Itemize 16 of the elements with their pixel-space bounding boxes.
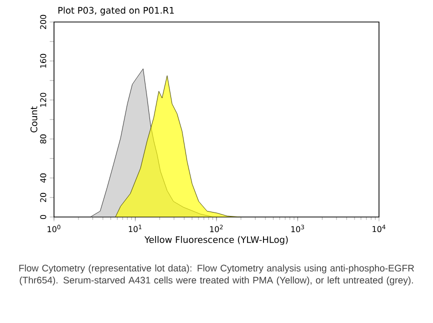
chart-title: Plot P03, gated on P01.R1 — [58, 6, 174, 16]
y-tick-label: 20 — [40, 192, 46, 202]
x-tick-label: 10$^{3}$ — [291, 224, 304, 232]
y-tick-label: 120 — [40, 92, 46, 107]
y-tick-label: 0 — [40, 214, 46, 219]
x-tick-label: 10$^{1}$ — [128, 224, 142, 232]
x-tick-label: 10$^{2}$ — [210, 224, 223, 232]
y-tick-label: 200 — [40, 14, 46, 30]
x-axis-title: Yellow Fluorescence (YLW-HLog) — [144, 236, 288, 245]
y-tick-label: 40 — [40, 173, 46, 183]
y-tick-label: 80 — [40, 134, 46, 144]
y-tick-label: 160 — [40, 54, 46, 68]
x-tick-label: 10$^{0}$ — [48, 224, 60, 232]
x-tick-label: 10$^{4}$ — [372, 224, 386, 232]
text: Flow Cytometry (representative lot data): Flow Cytometry analysis using anti-phospho-EGFR (Thr654). Serum-starved A431 cells were treated with PMA (Yellow), or left untreated (grey). — [19, 264, 414, 286]
y-axis-title: Count — [30, 106, 38, 132]
